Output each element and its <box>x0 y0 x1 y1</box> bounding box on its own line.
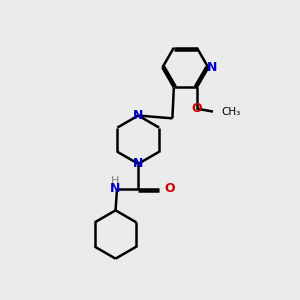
Text: N: N <box>133 109 143 122</box>
Text: N: N <box>133 157 143 170</box>
Text: O: O <box>165 182 175 195</box>
Text: H: H <box>111 176 120 186</box>
Text: N: N <box>110 182 121 195</box>
Text: CH₃: CH₃ <box>221 106 241 117</box>
Text: N: N <box>207 61 217 74</box>
Text: O: O <box>191 102 202 115</box>
